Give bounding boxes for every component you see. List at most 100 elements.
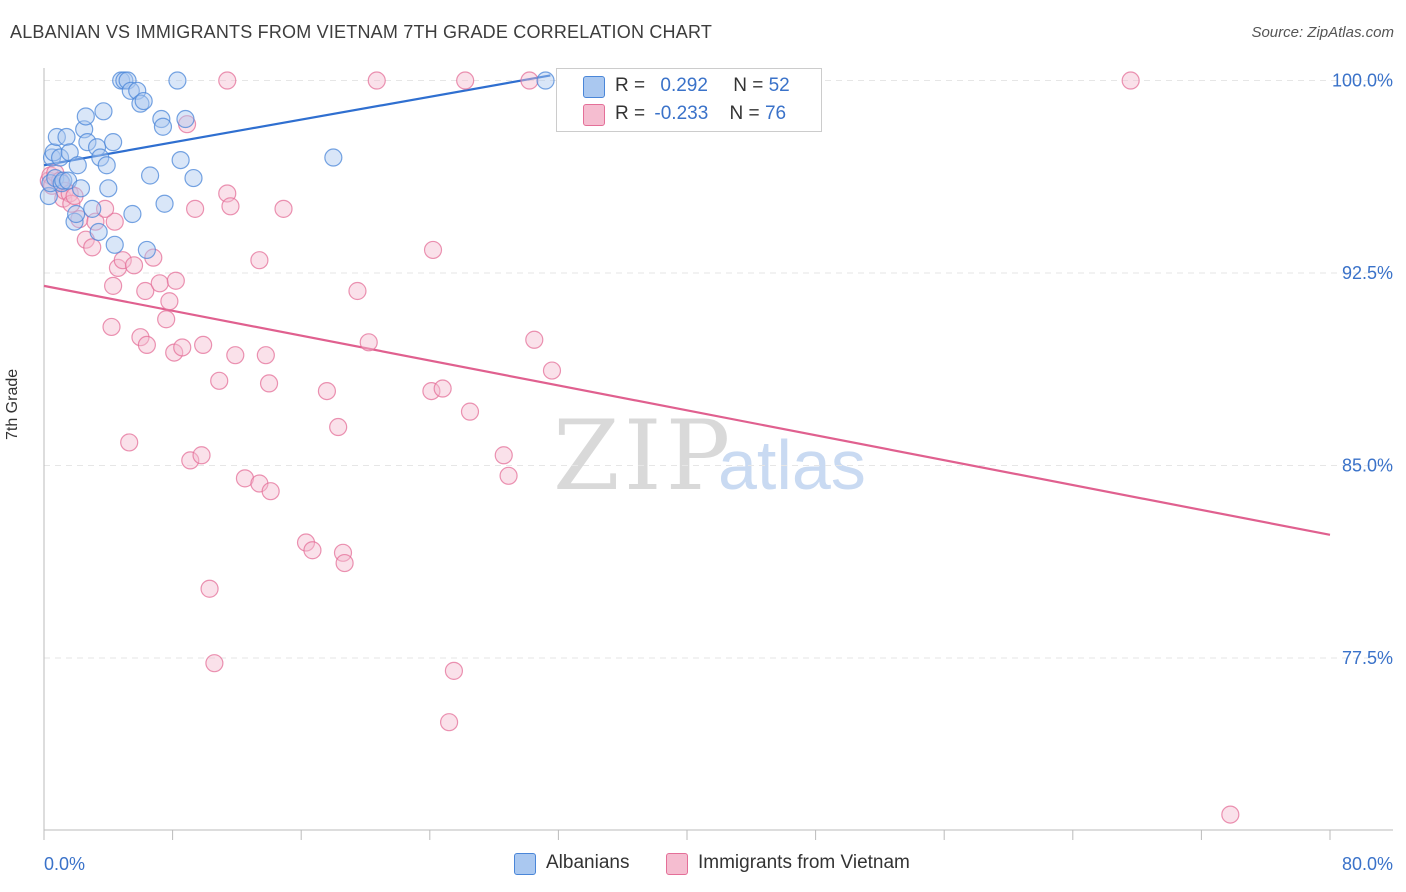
chart-title: ALBANIAN VS IMMIGRANTS FROM VIETNAM 7TH … (10, 22, 713, 42)
legend-n-value: 76 (764, 103, 787, 124)
albanians-point (71, 179, 91, 198)
albanians-point (87, 138, 107, 157)
vietnam-point (205, 654, 224, 673)
legend-swatch-vietnam (583, 104, 605, 126)
vietnam-point (221, 197, 240, 216)
albanians-point (171, 151, 190, 170)
legend-row-vietnam: R = -0.233 N = 76 (615, 103, 786, 125)
legend-r-value: -0.233 (654, 103, 709, 124)
vietnam-point (83, 238, 102, 257)
gridlines (44, 80, 1390, 659)
vietnam-point (499, 466, 518, 485)
vietnam-point (367, 71, 386, 90)
albanians-point (83, 199, 102, 218)
legend-r-label: R = (615, 103, 646, 124)
watermark-zip: ZIP (553, 400, 735, 512)
y-axis-label: 7th Grade (4, 368, 21, 440)
vietnam-point (1221, 805, 1240, 824)
y-tick-label: 77.5% (1342, 648, 1393, 668)
vietnam-point (210, 371, 229, 390)
albanians-point (184, 168, 203, 188)
legend-n-label: N = (733, 75, 764, 96)
legend-swatch-albanians (583, 76, 605, 98)
vietnam-point (256, 346, 275, 365)
vietnam-point (160, 292, 179, 311)
trend-lines (43, 74, 1331, 536)
vietnam-point (542, 361, 562, 380)
vietnam-point (173, 338, 192, 357)
albanians-point (104, 133, 123, 152)
legend-r-value: 0.292 (660, 75, 708, 96)
albanians-point (536, 71, 555, 90)
vietnam-point (335, 553, 354, 573)
legend-n-value: 52 (768, 75, 790, 96)
vietnam-point (150, 274, 169, 293)
bottom-legend-swatch-albanians (514, 853, 536, 875)
vietnam-point (433, 379, 452, 398)
vietnam-point (261, 482, 280, 501)
vietnam-point (235, 469, 255, 488)
albanians-point (99, 179, 118, 198)
vietnam-point (329, 417, 348, 437)
vietnam-point (317, 382, 337, 401)
albanians-point (137, 240, 156, 260)
vietnam-point (136, 281, 155, 301)
albanians-point (94, 102, 113, 121)
albanians-point (89, 222, 108, 242)
x-tick-label: 0.0% (44, 854, 85, 874)
vietnam-point (226, 346, 245, 365)
vietnam-point (157, 310, 176, 329)
albanians-point (134, 91, 153, 111)
vietnam-point (456, 71, 475, 90)
albanians-point (68, 156, 87, 175)
albanians-point (176, 109, 195, 129)
albanians-point (67, 204, 86, 224)
tick-labels: 100.0% 92.5% 85.0% 77.5% 0.0% 80.0% (44, 71, 1393, 874)
legend-r-label: R = (615, 75, 646, 96)
albanians-point (121, 81, 140, 100)
albanians-point (324, 148, 343, 167)
vietnam-point (200, 579, 219, 598)
axes (43, 68, 1393, 840)
vietnam-point (137, 335, 156, 354)
albanians-trend-line (43, 74, 551, 167)
y-tick-label: 85.0% (1342, 456, 1393, 476)
vietnam-point (1121, 71, 1140, 90)
vietnam-point (124, 256, 144, 275)
vietnam-point (218, 71, 237, 90)
albanians-point (60, 143, 79, 162)
vietnam-point (166, 271, 185, 290)
albanians-point (140, 166, 160, 185)
stats-legend: R = 0.292 N = 52 R = -0.233 N = 76 (556, 68, 822, 132)
albanians-point (54, 171, 73, 190)
legend-n-label: N = (729, 103, 760, 124)
vietnam-point (259, 374, 279, 393)
albanians-point (123, 204, 142, 224)
bottom-legend-swatch-vietnam (666, 853, 688, 875)
vietnam-point (105, 212, 124, 231)
y-tick-label: 92.5% (1342, 263, 1393, 283)
legend-row-albanians: R = 0.292 N = 52 (615, 75, 790, 97)
albanians-point (65, 212, 84, 231)
vietnam-point (494, 446, 513, 465)
y-tick-label: 100.0% (1332, 71, 1393, 91)
albanians-point (78, 133, 97, 152)
source-label: Source: ZipAtlas.com (1251, 24, 1394, 41)
albanians-point (47, 127, 66, 147)
vietnam-point (460, 402, 480, 421)
vietnam-point (104, 276, 123, 295)
vietnam-point (102, 317, 121, 337)
vietnam-point (113, 251, 132, 270)
vietnam-point (186, 199, 205, 218)
vietnam-point (422, 382, 441, 401)
vietnam-point (181, 451, 200, 470)
vietnam-point (250, 251, 269, 270)
albanians-point (50, 148, 70, 167)
vietnam-point (348, 281, 367, 301)
albanians-point (105, 235, 124, 254)
albanians-point (153, 117, 173, 136)
vietnam-point (120, 433, 139, 452)
vietnam-point (520, 71, 539, 90)
vietnam-point (423, 240, 443, 260)
